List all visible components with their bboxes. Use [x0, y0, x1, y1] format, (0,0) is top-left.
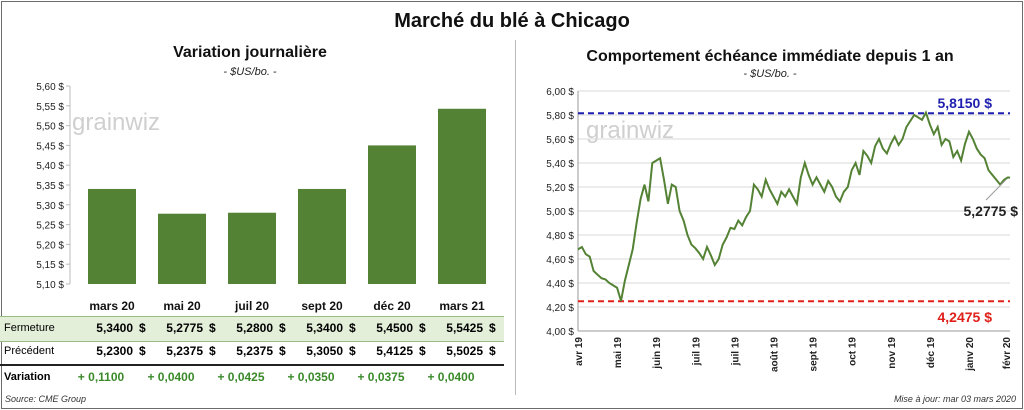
currency-sign: $ [489, 321, 496, 335]
line-x-tick-label: mai 19 [613, 337, 624, 369]
bar [298, 188, 346, 284]
currency-sign: $ [279, 344, 286, 358]
previous-cell: 5,5025 [446, 344, 483, 358]
line-y-tick-label: 5,60 $ [546, 135, 574, 146]
close-label: Fermeture [4, 322, 55, 334]
variation-cell: + 0,1100 [77, 370, 125, 384]
close-cell: 5,4500 [376, 321, 413, 335]
line-x-tick-label: juin 19 [652, 337, 663, 370]
variation-cell: + 0,0400 [427, 370, 475, 384]
bar-x-label: déc 20 [373, 299, 411, 313]
close-cell: 5,3400 [96, 321, 133, 335]
line-y-tick-label: 5,00 $ [546, 207, 574, 218]
bar-y-tick-label: 5,45 $ [36, 141, 64, 152]
line-chart-subtitle: - $US/bo. - [743, 68, 797, 80]
bar-chart: grainwiz 5,10 $ 5,15 $ 5,20 $ 5,25 $ 5,30 $ 5… [36, 82, 486, 313]
line-x-tick-label: sept 19 [809, 337, 820, 372]
update-note: Mise à jour: mar 03 mars 2020 [893, 394, 1016, 404]
previous-cell: 5,4125 [376, 344, 413, 358]
bar-y-tick-label: 5,35 $ [36, 181, 64, 192]
bar-y-tick-label: 5,20 $ [36, 240, 64, 251]
table-row-close: Fermeture 5,3400 $ 5,2775 $ 5,2800 $ 5,3400… [0, 316, 504, 342]
close-cell: 5,3400 [306, 321, 343, 335]
bar-chart-title: Variation journalière [173, 44, 327, 61]
bar-x-label: mars 20 [89, 299, 135, 313]
line-y-tick-label: 4,40 $ [546, 279, 574, 290]
max-value-label: 5,8150 $ [938, 95, 993, 111]
line-y-tick-label: 5,40 $ [546, 159, 574, 170]
bar-y-tick-label: 5,40 $ [36, 161, 64, 172]
line-x-tick-label: nov 19 [887, 337, 898, 369]
currency-sign: $ [139, 344, 146, 358]
line-x-tick-label: janv 20 [965, 337, 976, 372]
line-x-tick-label: oct 19 [848, 337, 859, 366]
line-y-tick-label: 4,00 $ [546, 327, 574, 338]
grainwiz-watermark: grainwiz [72, 109, 160, 136]
currency-sign: $ [419, 344, 426, 358]
previous-cell: 5,3050 [306, 344, 343, 358]
line-x-tick-label: févr 20 [1002, 337, 1013, 370]
bar [438, 108, 486, 284]
main-title: Marché du blé à Chicago [394, 10, 630, 32]
table-row-previous: Précédent 5,2300 $ 5,2375 $ 5,2375 $ 5,3050… [0, 340, 504, 366]
line-y-tick-label: 4,60 $ [546, 255, 574, 266]
line-y-tick-label: 4,20 $ [546, 303, 574, 314]
price-series-line [577, 110, 1011, 302]
bar [228, 212, 276, 284]
bar-y-tick-label: 5,60 $ [36, 82, 64, 93]
variation-cell: + 0,0400 [147, 370, 195, 384]
currency-sign: $ [209, 344, 216, 358]
previous-cell: 5,2375 [166, 344, 203, 358]
line-chart-title: Comportement échéance immédiate depuis 1… [586, 48, 954, 65]
min-value-label: 4,2475 $ [938, 309, 993, 325]
panel-divider [515, 40, 516, 395]
bar-chart-subtitle: - $US/bo. - [223, 66, 277, 78]
currency-sign: $ [209, 321, 216, 335]
currency-sign: $ [349, 321, 356, 335]
bar [88, 188, 136, 284]
bar-y-tick-label: 5,25 $ [36, 221, 64, 232]
currency-sign: $ [419, 321, 426, 335]
previous-cell: 5,2300 [96, 344, 133, 358]
line-x-tick-label: juil 19 [730, 337, 741, 367]
bar [368, 145, 416, 284]
close-cell: 5,2800 [236, 321, 273, 335]
bar-y-tick-label: 5,30 $ [36, 201, 64, 212]
line-chart: grainwiz 4,00 $ 4,20 $ 4,40 $ 4,60 $ 4,80 $ 5… [546, 87, 1019, 372]
previous-label: Précédent [4, 345, 55, 357]
bar [158, 213, 206, 284]
source-note: Source: CME Group [5, 394, 87, 404]
bar-y-tick-label: 5,15 $ [36, 260, 64, 271]
bar-x-label: juil 20 [234, 299, 269, 313]
bar-x-label: mars 21 [439, 299, 485, 313]
variation-cell: + 0,0350 [287, 370, 335, 384]
line-y-tick-label: 4,80 $ [546, 231, 574, 242]
line-x-tick-label: août 19 [769, 337, 780, 372]
bar-x-label: sept 20 [301, 299, 343, 313]
currency-sign: $ [279, 321, 286, 335]
bar-y-tick-label: 5,10 $ [36, 280, 64, 291]
bar-y-tick-label: 5,55 $ [36, 102, 64, 113]
line-x-tick-label: avr 19 [574, 337, 585, 366]
line-x-tick-label: juil 19 [691, 337, 702, 367]
line-y-tick-label: 6,00 $ [546, 87, 574, 98]
last-value-leader [985, 179, 1007, 201]
currency-sign: $ [489, 344, 496, 358]
variation-cell: + 0,0425 [217, 370, 265, 384]
bar-x-label: mai 20 [163, 299, 201, 313]
previous-cell: 5,2375 [236, 344, 273, 358]
line-y-tick-label: 5,80 $ [546, 111, 574, 122]
table-row-variation: Variation + 0,1100 + 0,0400 + 0,0425 + 0… [0, 366, 504, 390]
line-y-tick-label: 5,20 $ [546, 183, 574, 194]
last-value-label: 5,2775 $ [964, 203, 1019, 219]
currency-sign: $ [349, 344, 356, 358]
close-cell: 5,2775 [166, 321, 203, 335]
bar-y-tick-label: 5,50 $ [36, 122, 64, 133]
grainwiz-watermark: grainwiz [586, 117, 674, 144]
variation-cell: + 0,0375 [357, 370, 405, 384]
line-x-tick-label: déc 19 [926, 337, 937, 369]
close-cell: 5,5425 [446, 321, 483, 335]
currency-sign: $ [139, 321, 146, 335]
variation-label: Variation [4, 371, 51, 383]
